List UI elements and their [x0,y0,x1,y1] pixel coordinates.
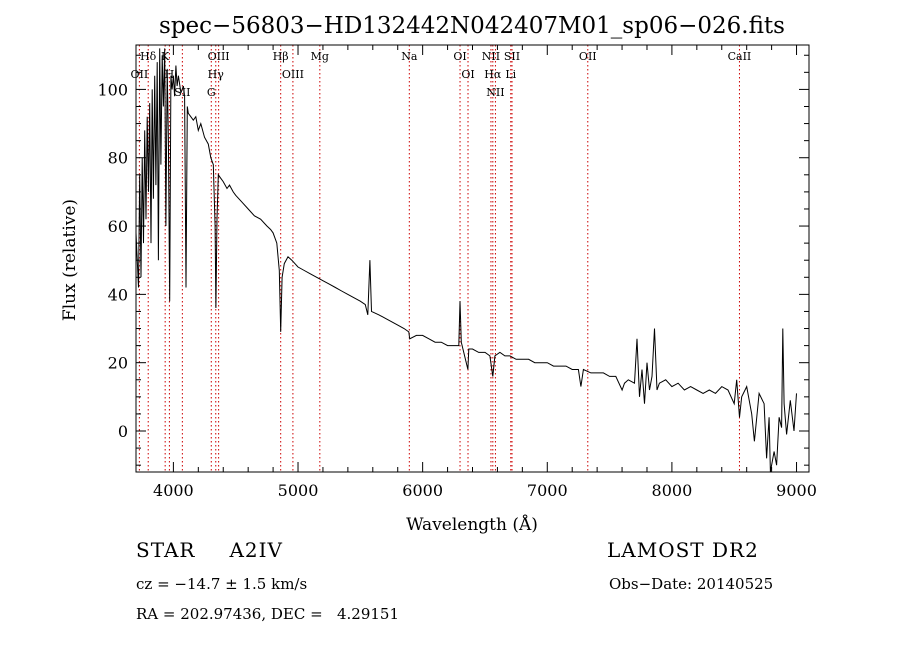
chart-title: spec−56803−HD132442N042407M01_sp06−026.f… [159,13,785,39]
object-class: STAR A2IV [136,538,283,562]
x-tick-label: 8000 [652,481,693,500]
x-tick-label: 9000 [776,481,817,500]
line-marker-label: Hγ [208,68,225,81]
x-tick-label: 5000 [278,481,319,500]
line-marker-labels: Hδ OII KH SII OIII Hγ G Hβ OIII Mg Na OI OI NII Hα NII S… [131,50,752,99]
x-axis: 4000 5000 6000 7000 8000 9000 [153,45,817,500]
y-tick-label: 60 [108,217,128,236]
line-marker-label: OII [579,50,597,63]
x-tick-label: 6000 [402,481,443,500]
line-marker-label: OIII [208,50,230,63]
line-marker-label: OIII [282,68,304,81]
object-subclass: A2IV [229,538,283,562]
redshift-cz: cz = −14.7 ± 1.5 km/s [136,575,308,593]
line-marker-label: CaII [728,50,752,63]
line-marker-label: NII [486,86,504,99]
line-marker-label: OI [461,68,474,81]
x-tick-label: 7000 [527,481,568,500]
y-tick-label: 20 [108,354,128,373]
y-axis-label: Flux (relative) [60,199,80,321]
y-tick-label: 100 [97,80,128,99]
y-tick-label: 80 [108,149,128,168]
x-tick-label: 4000 [153,481,194,500]
line-marker-label: OI [453,50,466,63]
line-marker-label: K [161,50,170,63]
x-axis-label: Wavelength (Å) [406,514,538,535]
spectrum-line [135,48,797,473]
line-marker-label: Li [505,68,516,81]
line-marker-label: Hα [484,68,502,81]
object-class-label: STAR [136,538,196,562]
line-marker-label: OII [131,68,149,81]
y-axis: 0 20 40 60 80 100 [97,54,809,466]
y-tick-label: 0 [118,422,128,441]
coordinates: RA = 202.97436, DEC = 4.29151 [136,605,400,623]
line-marker-label: SII [504,50,520,63]
survey-name: LAMOST DR2 [607,538,759,562]
line-marker-label: H [165,68,175,81]
observation-date: Obs−Date: 20140525 [609,575,774,593]
line-marker-label: Hβ [273,50,289,63]
line-marker-label: Na [401,50,418,63]
line-marker-label: SII [174,86,190,99]
line-marker-label: Mg [311,50,329,63]
y-tick-label: 40 [108,285,128,304]
line-marker-label: NII [482,50,500,63]
line-marker-label: Hδ [140,50,157,63]
line-marker-label: G [207,86,216,99]
